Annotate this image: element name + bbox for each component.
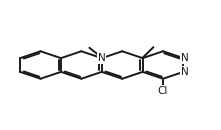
Text: N: N <box>181 53 188 63</box>
Text: Cl: Cl <box>158 86 168 96</box>
Text: N: N <box>181 67 188 77</box>
Text: N: N <box>98 53 106 63</box>
